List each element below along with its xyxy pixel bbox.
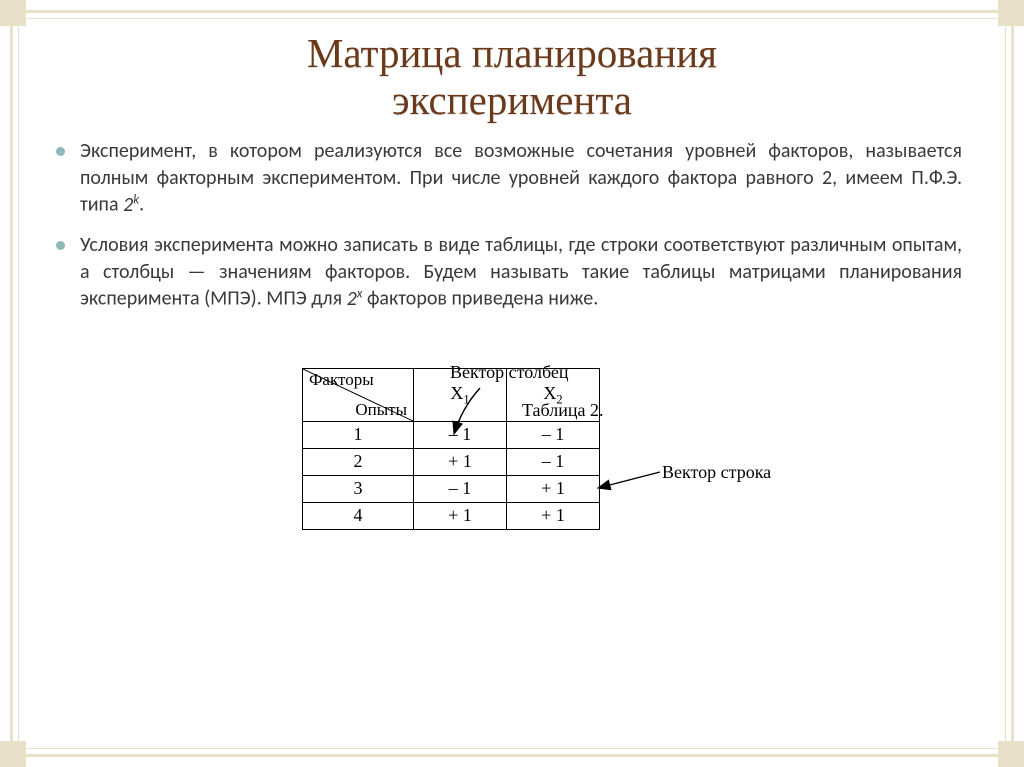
slide-content: Матрица планирования эксперимента Экспер… <box>40 30 984 737</box>
cell-x1: + 1 <box>414 448 507 475</box>
planning-matrix-table: Факторы Опыты X1 X2 1 – 1 – 1 2 + 1 <box>302 368 600 530</box>
table-row: 3 – 1 + 1 <box>303 475 600 502</box>
label-vector-row: Вектор строка <box>662 462 771 483</box>
formula: 2x <box>347 287 363 311</box>
title-line-2: эксперимента <box>392 77 632 123</box>
x-subscript: 1 <box>463 392 469 406</box>
cell-x2: + 1 <box>507 475 600 502</box>
text: факторов приведена ниже. <box>362 287 598 311</box>
table-row: 4 + 1 + 1 <box>303 502 600 529</box>
base: 2 <box>347 287 357 311</box>
table-caption: Таблица 2. <box>522 400 603 421</box>
text: . <box>139 193 144 217</box>
cell-trial: 2 <box>303 448 414 475</box>
corner-decor <box>998 0 1024 26</box>
label-vector-column: Вектор столбец <box>450 362 569 383</box>
page-title: Матрица планирования эксперимента <box>40 30 984 124</box>
table-row: 1 – 1 – 1 <box>303 421 600 448</box>
body-list: Эксперимент, в котором реализуются все в… <box>40 138 984 312</box>
cell-x2: – 1 <box>507 421 600 448</box>
corner-decor <box>998 741 1024 767</box>
text: Эксперимент, в котором реализуются все в… <box>80 139 962 216</box>
cell-x1: + 1 <box>414 502 507 529</box>
cell-trial: 4 <box>303 502 414 529</box>
cell-trial: 3 <box>303 475 414 502</box>
table-row: 2 + 1 – 1 <box>303 448 600 475</box>
corner-decor <box>0 0 26 26</box>
cell-trial: 1 <box>303 421 414 448</box>
cell-x2: – 1 <box>507 448 600 475</box>
list-item: Условия эксперимента можно записать в ви… <box>80 232 962 312</box>
title-line-1: Матрица планирования <box>307 30 717 76</box>
list-item: Эксперимент, в котором реализуются все в… <box>80 138 962 218</box>
header-factors: Факторы <box>309 370 374 390</box>
formula: 2k <box>123 193 139 217</box>
diagonal-header: Факторы Опыты <box>303 368 414 421</box>
x-symbol: X <box>450 383 463 403</box>
header-trials: Опыты <box>355 400 407 420</box>
corner-decor <box>0 741 26 767</box>
cell-x1: – 1 <box>414 421 507 448</box>
matrix-diagram: Вектор столбец Таблица 2. Вектор строка <box>232 368 792 530</box>
base: 2 <box>123 193 133 217</box>
cell-x1: – 1 <box>414 475 507 502</box>
cell-x2: + 1 <box>507 502 600 529</box>
